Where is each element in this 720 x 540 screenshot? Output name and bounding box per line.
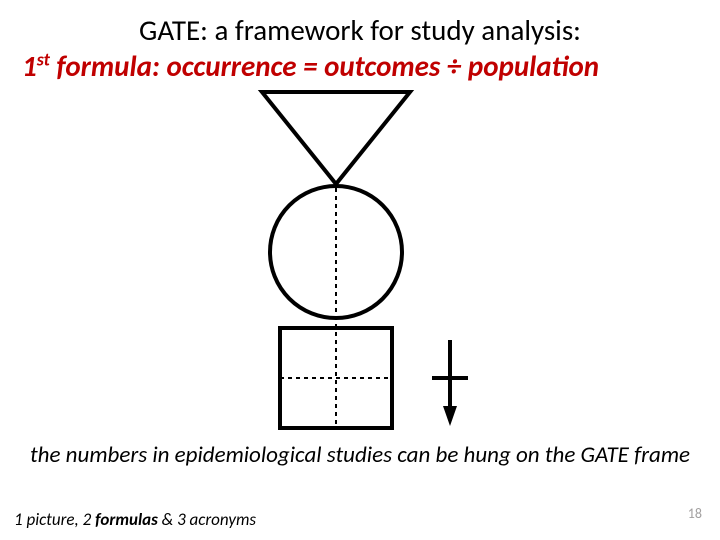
subtitle-prefix: 1: [22, 48, 37, 84]
subtitle: 1st formula: occurrence = outcomes ÷ pop…: [0, 48, 720, 84]
subtitle-rest: formula: occurrence = outcomes ÷ populat…: [50, 48, 599, 84]
bottom-text: the numbers in epidemiological studies c…: [0, 442, 720, 470]
subtitle-sup: st: [37, 48, 50, 70]
footer-p1: 1 picture, 2: [14, 509, 95, 530]
footer-p2: formulas: [95, 509, 158, 530]
gate-diagram: [0, 88, 720, 434]
page-title: GATE: a framework for study analysis:: [0, 12, 720, 48]
footer-left: 1 picture, 2 formulas & 3 acronyms: [14, 509, 256, 530]
page-number: 18: [688, 505, 702, 522]
footer-p3: & 3 acronyms: [158, 509, 256, 530]
